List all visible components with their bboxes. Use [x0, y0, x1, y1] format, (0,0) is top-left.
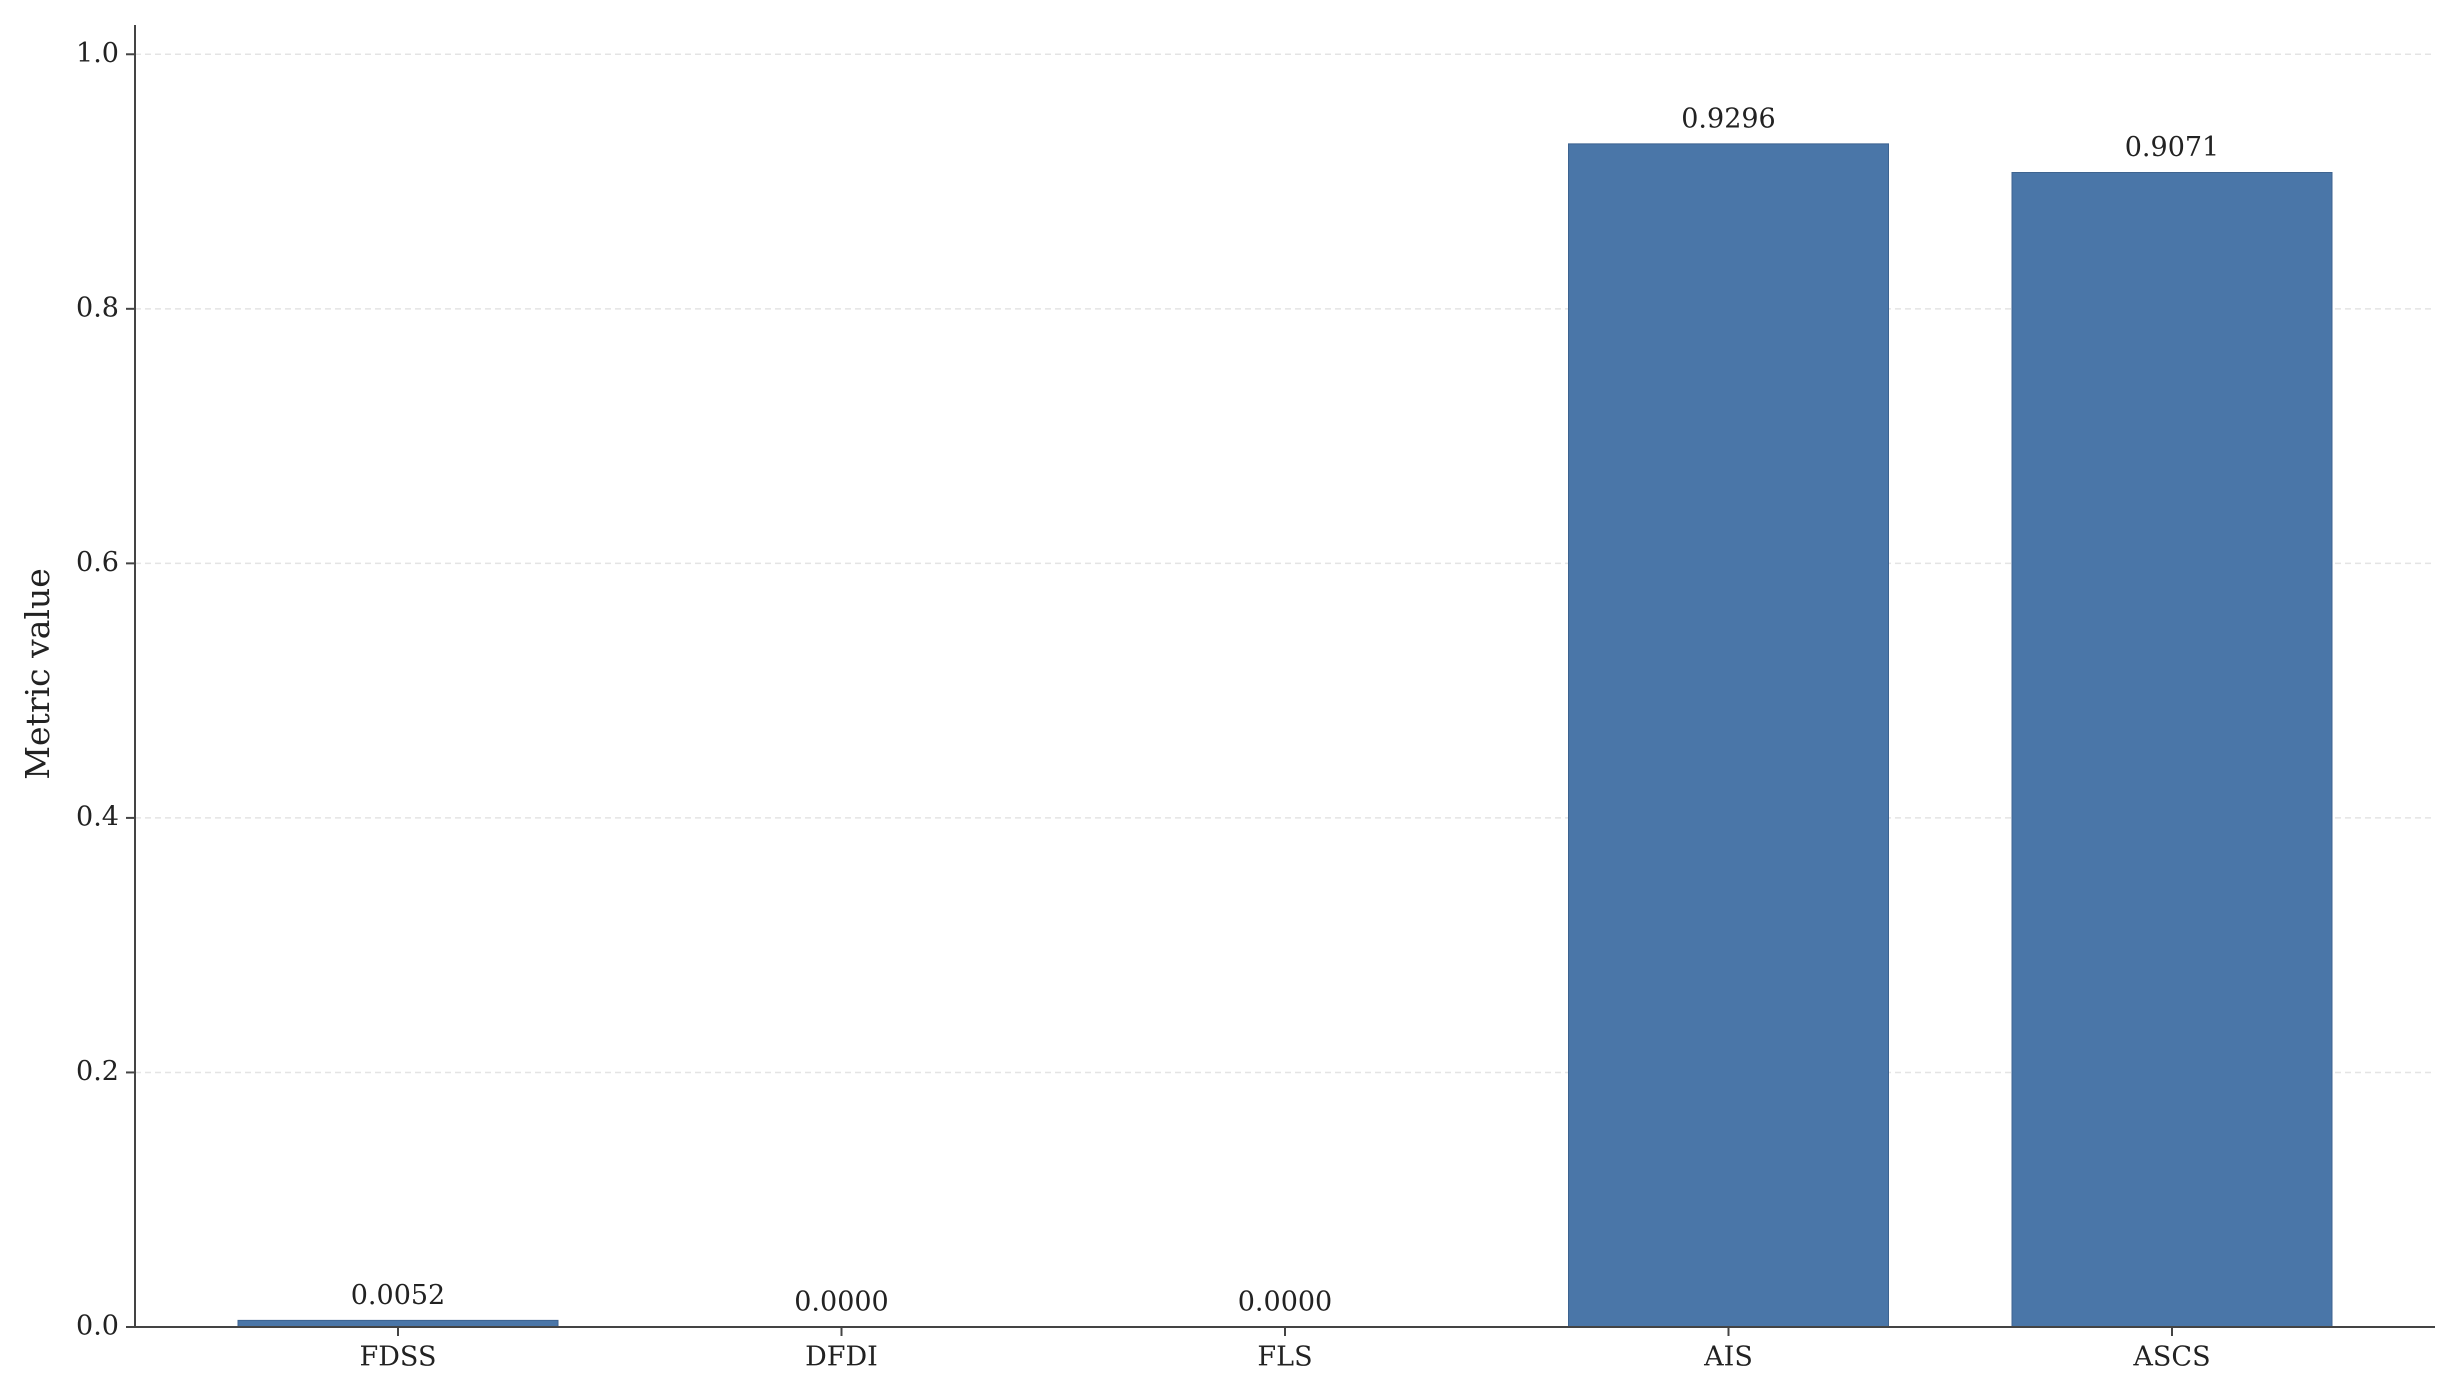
value-label: 0.0000	[1238, 1287, 1332, 1318]
y-tick-label: 0.8	[76, 292, 119, 323]
x-tick-label: FDSS	[360, 1342, 437, 1373]
x-tick-label: ASCS	[2132, 1342, 2210, 1373]
y-tick-label: 0.2	[76, 1056, 119, 1087]
x-tick-label: FLS	[1257, 1342, 1312, 1373]
value-label: 0.9071	[2125, 132, 2219, 163]
value-label: 0.9296	[1681, 103, 1775, 134]
y-axis-label: Metric value	[18, 568, 57, 780]
x-tick-label: DFDI	[805, 1342, 878, 1373]
bar	[2011, 172, 2333, 1328]
y-tick-label: 1.0	[76, 38, 119, 69]
x-tick-label: AIS	[1703, 1342, 1753, 1373]
bar	[1568, 143, 1889, 1328]
value-label: 0.0052	[351, 1280, 445, 1311]
y-tick-label: 0.4	[76, 801, 119, 832]
y-tick-label: 0.0	[76, 1311, 119, 1342]
value-label: 0.0000	[794, 1287, 888, 1318]
y-tick-label: 0.6	[76, 547, 119, 578]
